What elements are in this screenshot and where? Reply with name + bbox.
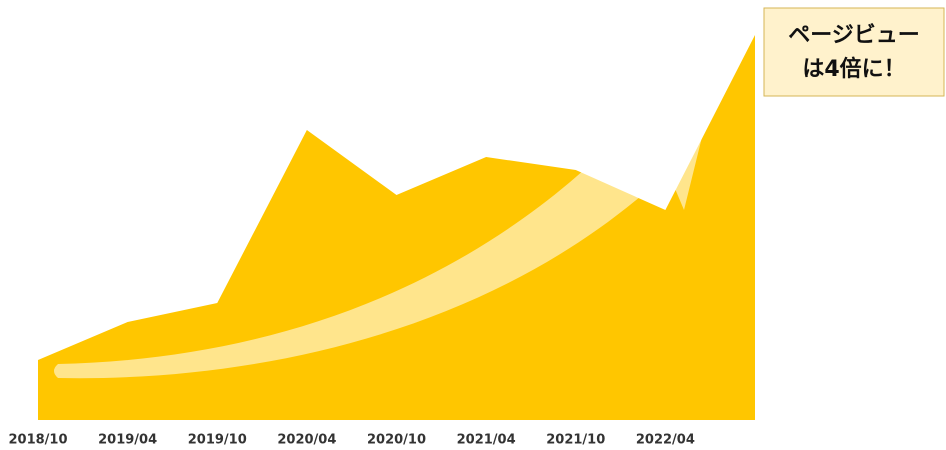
- x-tick-label: 2022/04: [636, 433, 695, 448]
- x-tick-label: 2021/10: [546, 433, 605, 448]
- area: [38, 35, 755, 420]
- trend-arrow: [54, 52, 723, 379]
- annotation-text: は4倍に！: [802, 56, 905, 82]
- plot-area: [38, 35, 755, 420]
- x-tick-label: 2019/04: [98, 433, 157, 448]
- annotation-box: [763, 7, 945, 97]
- x-tick-label: 2021/04: [457, 433, 516, 448]
- x-tick-label: 2020/04: [277, 433, 336, 448]
- x-tick-label: 2020/10: [367, 433, 426, 448]
- x-tick-label: 2019/10: [188, 433, 247, 448]
- x-tick-label: 2018/10: [8, 433, 67, 448]
- annotation-text: ページビュー: [788, 23, 920, 48]
